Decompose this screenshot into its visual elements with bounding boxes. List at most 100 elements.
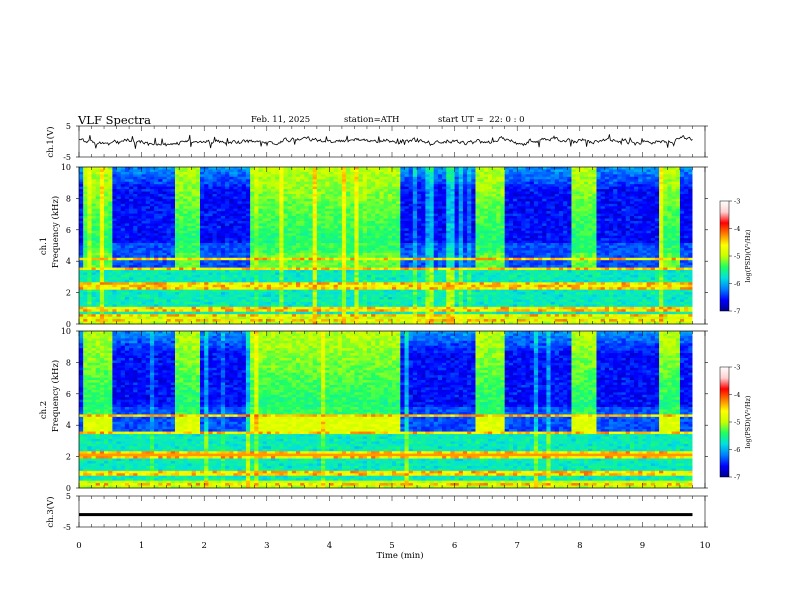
spectrogram-cell (300, 295, 305, 298)
spectrogram-cell (283, 199, 288, 202)
spectrogram-cell (112, 223, 117, 226)
spectrogram-cell (142, 196, 147, 199)
spectrogram-cell (329, 216, 334, 219)
spectrogram-cell (292, 231, 297, 234)
spectrogram-cell (334, 194, 339, 197)
spectrogram-cell (221, 236, 226, 239)
spectrogram-cell (217, 231, 222, 234)
spectrogram-cell (258, 319, 263, 322)
spectrogram-cell (225, 194, 230, 197)
spectrogram-cell (213, 270, 218, 273)
spectrogram-cell (100, 201, 105, 204)
spectrogram-cell (192, 189, 197, 192)
spectrogram-cell (137, 201, 142, 204)
spectrogram-cell (267, 314, 272, 317)
spectrogram-cell (79, 280, 84, 283)
spectrogram-cell (304, 199, 309, 202)
spectrogram-cell (167, 199, 172, 202)
spectrogram-cell (271, 221, 276, 224)
spectrogram-cell (183, 216, 188, 219)
spectrogram-cell (171, 263, 176, 266)
spectrogram-cell (142, 233, 147, 236)
spectrogram-cell (142, 265, 147, 268)
spectrogram-cell (275, 268, 280, 271)
spectrogram-cell (92, 219, 97, 222)
spectrogram-cell (79, 187, 84, 190)
spectrogram-cell (254, 312, 259, 315)
spectrogram-cell (117, 243, 122, 246)
spectrogram-cell (100, 312, 105, 315)
spectrogram-cell (371, 238, 376, 241)
spectrogram-cell (271, 179, 276, 182)
spectrogram-cell (279, 179, 284, 182)
spectrogram-cell (221, 184, 226, 187)
spectrogram-cell (233, 270, 238, 273)
spectrogram-cell (375, 297, 380, 300)
spectrogram-cell (342, 285, 347, 288)
spectrogram-cell (121, 253, 126, 256)
spectrogram-cell (213, 174, 218, 177)
spectrogram-cell (217, 260, 222, 263)
spectrogram-cell (296, 307, 301, 310)
spectrogram-cell (246, 226, 251, 229)
spectrogram-cell (154, 219, 159, 222)
spectrogram-cell (334, 307, 339, 310)
spectrogram-cell (192, 238, 197, 241)
spectrogram-cell (142, 211, 147, 214)
spectrogram-cell (96, 226, 101, 229)
spectrogram-cell (283, 194, 288, 197)
spectrogram-cell (271, 312, 276, 315)
spectrogram-cell (117, 177, 122, 180)
spectrogram-cell (225, 196, 230, 199)
spectrogram-cell (388, 194, 393, 197)
spectrogram-cell (192, 228, 197, 231)
spectrogram-cell (350, 236, 355, 239)
spectrogram-cell (117, 302, 122, 305)
spectrogram-cell (288, 169, 293, 172)
spectrogram-cell (254, 258, 259, 261)
spectrogram-cell (154, 231, 159, 234)
spectrogram-cell (296, 231, 301, 234)
spectrogram-cell (283, 172, 288, 175)
spectrogram-cell (137, 214, 142, 217)
spectrogram-cell (254, 236, 259, 239)
spectrogram-cell (317, 282, 322, 285)
spectrogram-cell (283, 246, 288, 249)
spectrogram-cell (108, 221, 113, 224)
spectrogram-cell (108, 275, 113, 278)
spectrogram-cell (229, 307, 234, 310)
spectrogram-cell (275, 219, 280, 222)
spectrogram-cell (375, 179, 380, 182)
spectrogram-cell (325, 260, 330, 263)
spectrogram-cell (363, 282, 368, 285)
spectrogram-cell (317, 182, 322, 185)
spectrogram-cell (334, 292, 339, 295)
spectrogram-cell (238, 319, 243, 322)
spectrogram-cell (150, 209, 155, 212)
spectrogram-cell (338, 277, 343, 280)
spectrogram-cell (125, 287, 130, 290)
spectrogram-cell (246, 192, 251, 195)
spectrogram-cell (125, 265, 130, 268)
spectrogram-cell (396, 295, 401, 298)
spectrogram-cell (317, 209, 322, 212)
spectrogram-cell (350, 209, 355, 212)
spectrogram-cell (384, 179, 389, 182)
spectrogram-cell (288, 265, 293, 268)
spectrogram-cell (233, 312, 238, 315)
spectrogram-cell (375, 167, 380, 170)
spectrogram-cell (96, 268, 101, 271)
spectrogram-cell (129, 304, 134, 307)
spectrogram-cell (388, 241, 393, 244)
spectrogram-cell (288, 302, 293, 305)
spectrogram-cell (225, 285, 230, 288)
spectrogram-cell (192, 177, 197, 180)
spectrogram-cell (188, 268, 193, 271)
spectrogram-cell (292, 182, 297, 185)
spectrogram-cell (392, 280, 397, 283)
spectrogram-cell (367, 299, 372, 302)
spectrogram-cell (354, 317, 359, 320)
spectrogram-cell (117, 319, 122, 322)
spectrogram-cell (183, 255, 188, 258)
spectrogram-cell (238, 216, 243, 219)
